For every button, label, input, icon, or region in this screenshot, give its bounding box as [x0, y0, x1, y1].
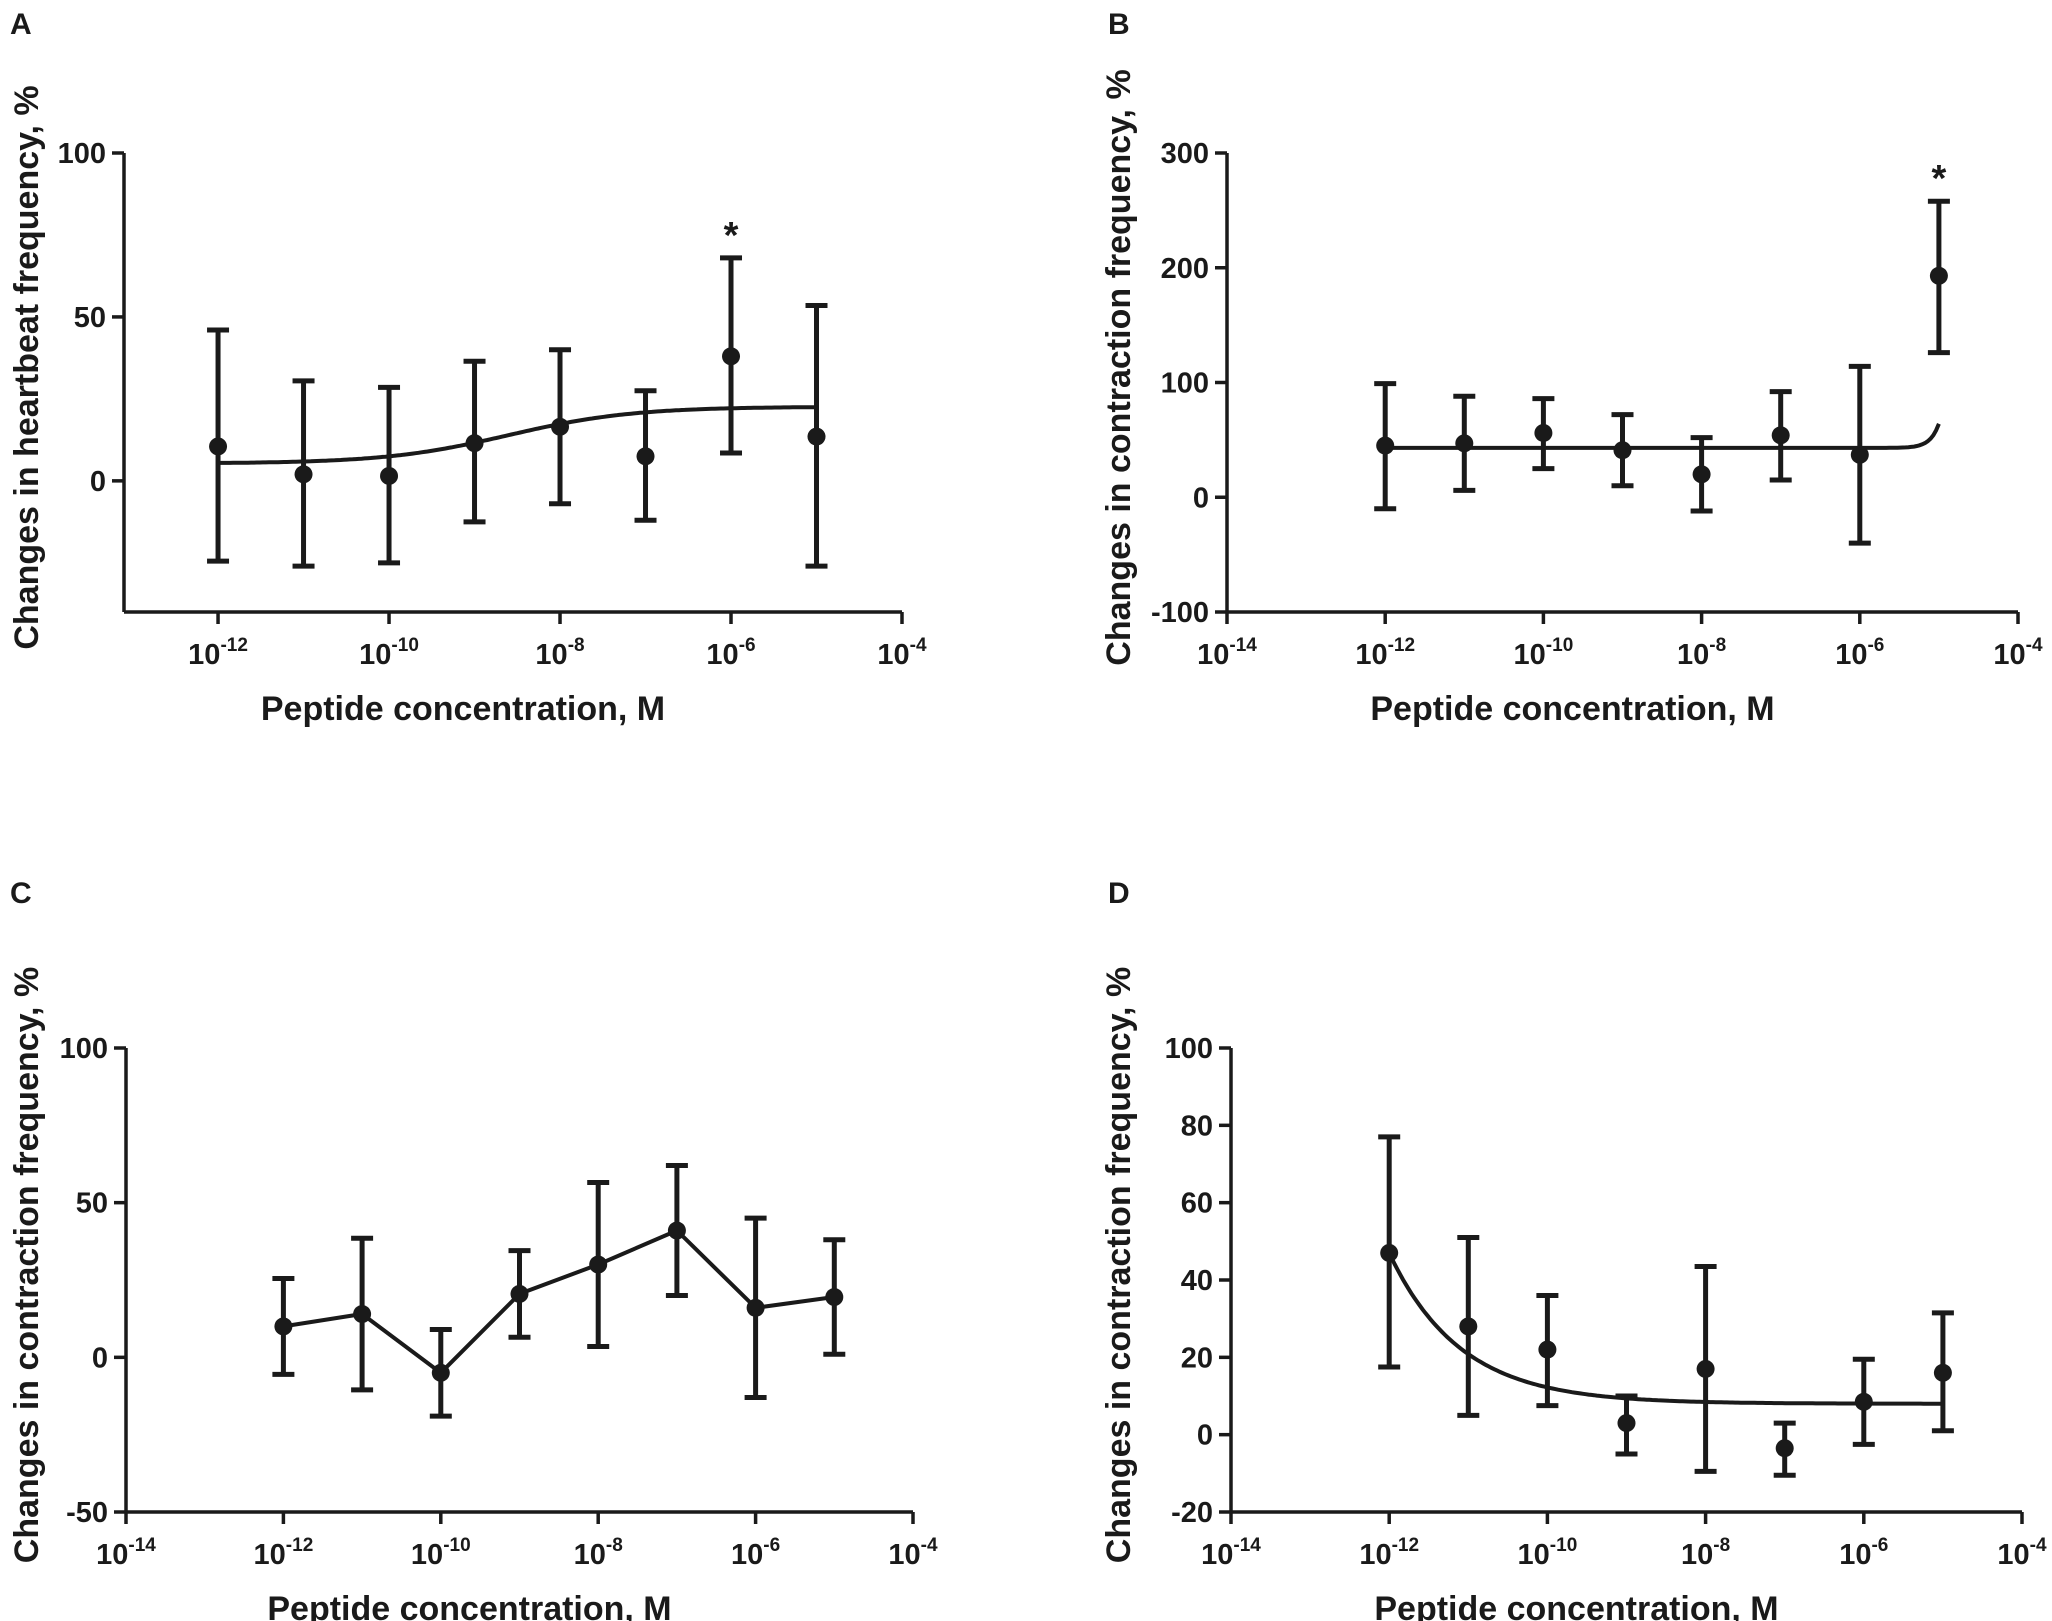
data-point	[1534, 423, 1553, 442]
fit-curve	[217, 405, 817, 465]
x-tick-label: 10-4	[877, 635, 927, 671]
y-tick-label: 50	[74, 302, 106, 334]
data-point	[1617, 1414, 1636, 1433]
data-point	[746, 1298, 765, 1317]
x-tick-label: 10-14	[1197, 635, 1257, 671]
x-tick-label: 10-10	[359, 635, 419, 671]
connecting-line	[283, 1228, 835, 1376]
x-tick-label: 10-6	[706, 635, 755, 671]
panel-d: D -20 0 20 40 60 80 100 10-14 10-12 10-10 10-8 10-6 1…	[1100, 877, 2047, 1621]
fit-curve	[1385, 423, 1941, 450]
y-tick-label: -100	[1151, 597, 1209, 629]
y-axis-title: Changes in heartbeat frequency, %	[8, 85, 46, 649]
data-point	[1854, 1392, 1873, 1411]
data-point	[353, 1305, 372, 1324]
data-point	[1933, 1363, 1952, 1382]
data-point	[465, 434, 484, 453]
panel-b: B -100 0 100 200 300 10-14 10-12 10-10 10-8 10-6 10…	[1100, 8, 2043, 728]
y-tick-label: 80	[1181, 1110, 1213, 1142]
panel-label: A	[10, 8, 32, 41]
x-tick-label: 10-8	[1677, 635, 1726, 671]
y-tick-label: 100	[1161, 368, 1209, 400]
data-point	[1455, 434, 1474, 453]
y-tick-label: 0	[90, 466, 106, 498]
significance-marker: *	[1932, 158, 1947, 200]
x-tick-label: 10-14	[96, 1535, 156, 1571]
data-point	[1459, 1317, 1478, 1336]
y-tick-label: 20	[1181, 1342, 1213, 1374]
data-point	[825, 1288, 844, 1307]
data-point	[209, 437, 228, 456]
data-point	[722, 347, 741, 366]
x-tick-label: 10-12	[1359, 1535, 1419, 1571]
data-point	[1692, 465, 1711, 484]
data-point	[431, 1363, 450, 1382]
x-tick-label: 10-6	[1835, 635, 1884, 671]
panel-label: D	[1108, 877, 1130, 910]
data-point	[1376, 436, 1395, 455]
y-tick-label: 50	[76, 1188, 108, 1220]
data-point	[274, 1317, 293, 1336]
x-tick-label: 10-10	[411, 1535, 471, 1571]
y-axis-title: Changes in contraction frequency, %	[1100, 967, 1138, 1563]
x-axis-title: Peptide concentration, M	[261, 690, 665, 728]
y-tick-label: 0	[1193, 482, 1209, 514]
panel-label: B	[1108, 8, 1130, 41]
significance-marker: *	[724, 215, 739, 257]
data-point	[1538, 1340, 1557, 1359]
x-tick-label: 10-14	[1201, 1535, 1261, 1571]
data-point	[1613, 441, 1632, 460]
y-tick-label: 200	[1161, 253, 1209, 285]
x-tick-label: 10-12	[188, 635, 248, 671]
y-tick-label: 0	[1197, 1420, 1213, 1452]
data-point	[1929, 266, 1948, 285]
y-tick-label: 300	[1161, 138, 1209, 170]
y-axis-title: Changes in contraction frequency, %	[1100, 69, 1138, 665]
x-tick-label: 10-10	[1514, 635, 1574, 671]
data-point	[1771, 426, 1790, 445]
y-tick-label: 40	[1181, 1265, 1213, 1297]
fit-curve	[1387, 1252, 1943, 1406]
panel-c: C -50 0 50 100 10-14 10-12 10-10 10-8 10-6 10-4 Pep…	[8, 877, 938, 1621]
x-axis-title: Peptide concentration, M	[267, 1590, 671, 1621]
x-tick-label: 10-12	[1355, 635, 1415, 671]
data-point	[667, 1221, 686, 1240]
data-point	[1380, 1243, 1399, 1262]
y-tick-label: 100	[58, 138, 106, 170]
data-point	[636, 447, 655, 466]
y-axis-title: Changes in contraction frequency, %	[8, 967, 46, 1563]
data-point	[807, 427, 826, 446]
panel-label: C	[10, 877, 32, 910]
x-axis-title: Peptide concentration, M	[1374, 1590, 1778, 1621]
data-point	[294, 465, 313, 484]
x-tick-label: 10-4	[1997, 1535, 2047, 1571]
data-point	[1696, 1359, 1715, 1378]
data-point	[510, 1284, 529, 1303]
x-tick-label: 10-6	[731, 1535, 780, 1571]
x-tick-label: 10-8	[535, 635, 584, 671]
x-tick-label: 10-8	[1681, 1535, 1730, 1571]
y-tick-label: 0	[92, 1342, 108, 1374]
data-point	[1775, 1439, 1794, 1458]
x-tick-label: 10-10	[1518, 1535, 1578, 1571]
data-point	[380, 466, 399, 485]
data-point	[589, 1255, 608, 1274]
y-tick-label: 100	[1165, 1033, 1213, 1065]
y-tick-label: 100	[60, 1033, 108, 1065]
y-tick-label: 60	[1181, 1188, 1213, 1220]
x-tick-label: 10-6	[1839, 1535, 1888, 1571]
y-tick-label: -20	[1171, 1497, 1213, 1529]
x-tick-label: 10-8	[574, 1535, 623, 1571]
data-point	[551, 417, 570, 436]
x-tick-label: 10-12	[254, 1535, 314, 1571]
panel-a: A 0 50 100 10-12 10-10 10-8 10-6 10-4 Peptide con…	[8, 8, 927, 728]
y-tick-label: -50	[66, 1497, 108, 1529]
x-tick-label: 10-4	[1993, 635, 2043, 671]
x-tick-label: 10-4	[888, 1535, 938, 1571]
x-axis-title: Peptide concentration, M	[1370, 690, 1774, 728]
data-point	[1850, 445, 1869, 464]
